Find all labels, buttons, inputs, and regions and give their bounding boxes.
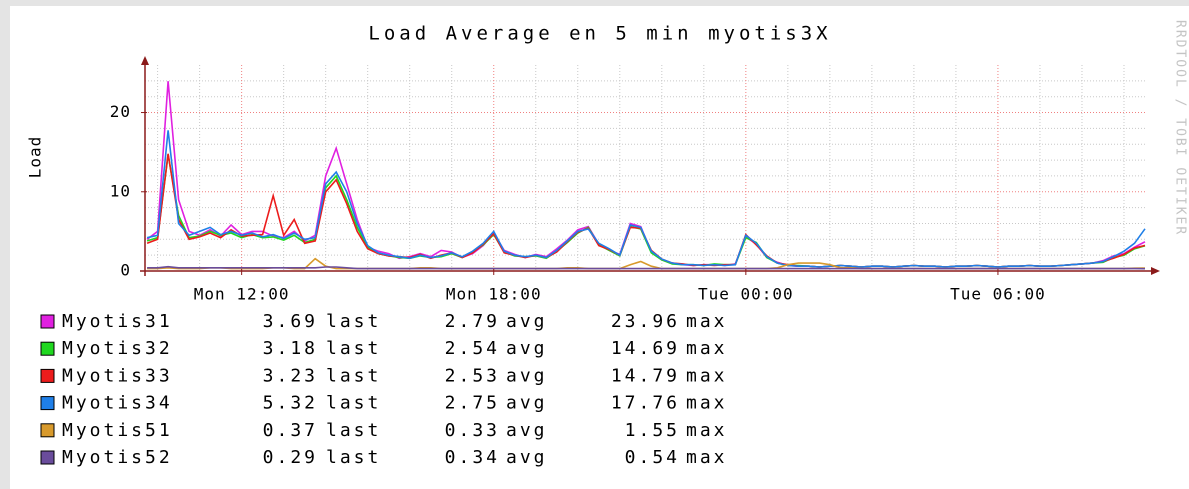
legend-stat-label: last [326,393,381,414]
plot [146,81,1146,270]
legend-stat-value: 0.29 [263,447,318,468]
y-tick-label: 0 [120,261,131,280]
legend-stat-label: avg [506,311,548,332]
y-tick-label: 20 [110,102,131,121]
legend-stat-value: 2.79 [445,311,500,332]
legend-stat-label: max [686,393,728,414]
legend-stat-label: avg [506,365,548,386]
axes: 0 10 20 Mon 12:00 Mon 18:00 Tue 00:00 Tue 06:0… [110,56,1160,304]
y-axis-arrow [141,56,149,65]
legend: Myotis31 3.69 last 2.79 avg 23.96 max Myotis32 3… [40,311,728,468]
legend-stat-value: 17.76 [611,393,680,414]
legend-swatch [40,450,55,465]
legend-stat-value: 3.23 [263,365,318,386]
legend-stat-label: max [686,338,728,359]
legend-stat-value: 23.96 [611,311,680,332]
legend-stat-value: 14.79 [611,365,680,386]
legend-swatch [40,423,55,438]
legend-label: Myotis33 [62,365,173,386]
legend-stat-value: 0.37 [263,420,318,441]
series-line [146,130,1146,268]
legend-stat-label: last [326,420,381,441]
legend-stat-label: max [686,447,728,468]
legend-swatch [40,368,55,383]
x-axis-arrow [1151,267,1160,275]
legend-stat-label: last [326,447,381,468]
legend-label: Myotis34 [62,393,173,414]
legend-swatch [40,396,55,411]
x-tick-label: Mon 18:00 [446,285,542,304]
x-tick-label: Mon 12:00 [194,285,290,304]
legend-stat-label: max [686,365,728,386]
legend-stat-label: avg [506,338,548,359]
legend-stat-label: last [326,338,381,359]
legend-stat-value: 2.54 [445,338,500,359]
legend-stat-value: 0.34 [445,447,500,468]
legend-stat-value: 1.55 [625,420,680,441]
legend-stat-label: avg [506,393,548,414]
legend-stat-value: 3.69 [263,311,318,332]
legend-swatch [40,314,55,329]
legend-stat-label: max [686,420,728,441]
legend-label: Myotis52 [62,447,173,468]
legend-stat-label: avg [506,447,548,468]
legend-swatch [40,341,55,356]
series-line [147,265,1146,270]
legend-stat-value: 0.54 [625,447,680,468]
x-tick-label: Tue 06:00 [950,285,1046,304]
legend-stat-label: last [326,365,381,386]
legend-stat-label: avg [506,420,548,441]
legend-stat-label: max [686,311,728,332]
x-tick-label: Tue 00:00 [698,285,794,304]
legend-label: Myotis32 [62,338,173,359]
legend-label: Myotis31 [62,311,173,332]
canvas [10,6,1189,489]
legend-stat-value: 3.18 [263,338,318,359]
y-axis-label: Load [26,136,45,179]
legend-stat-value: 2.53 [445,365,500,386]
chart-title: Load Average en 5 min myotis3X [368,23,831,45]
legend-stat-value: 5.32 [263,393,318,414]
legend-stat-label: last [326,311,381,332]
legend-label: Myotis51 [62,420,173,441]
watermark: RRDTOOL / TOBI OETIKER [1173,20,1188,236]
legend-stat-value: 0.33 [445,420,500,441]
legend-stat-value: 2.75 [445,393,500,414]
legend-stat-value: 14.69 [611,338,680,359]
y-tick-label: 10 [110,181,131,200]
